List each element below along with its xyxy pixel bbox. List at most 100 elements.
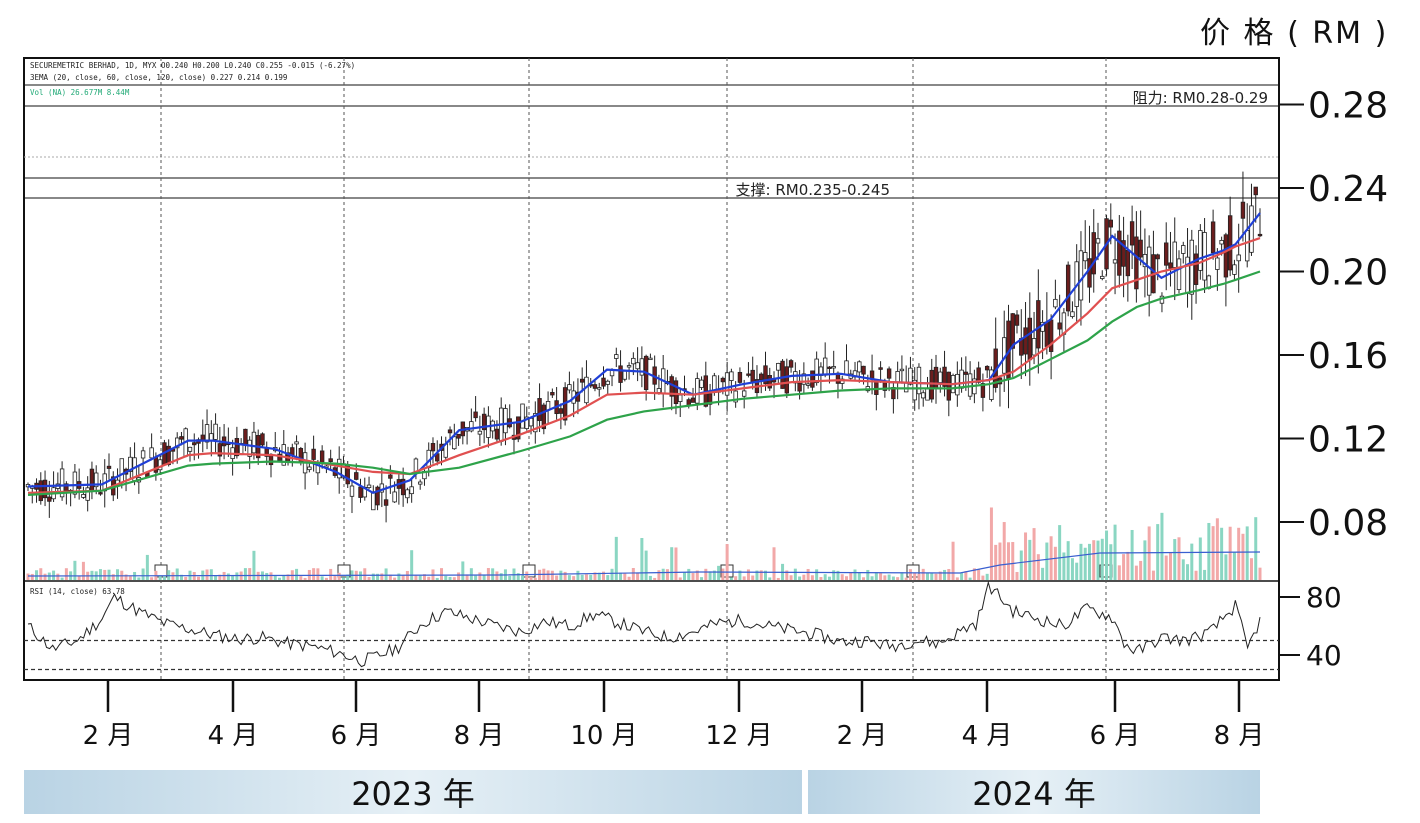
candle-body bbox=[175, 437, 180, 449]
volume-bar bbox=[162, 576, 166, 580]
candle-body bbox=[584, 376, 589, 404]
volume-bar bbox=[704, 568, 708, 580]
volume-bar bbox=[951, 541, 955, 580]
info-line-1: SECUREMETRIC BERHAD, 1D, MYX O0.240 H0.2… bbox=[30, 61, 355, 70]
volume-bar bbox=[772, 547, 776, 580]
volume-average-line bbox=[27, 551, 1261, 577]
candle-body bbox=[810, 370, 815, 388]
volume-bar bbox=[1122, 554, 1126, 580]
volume-bar bbox=[486, 568, 490, 580]
rsi-panel bbox=[27, 580, 1261, 668]
volume-bar bbox=[56, 573, 60, 580]
volume-bar bbox=[849, 572, 853, 580]
volume-bar bbox=[1096, 540, 1100, 580]
candle-body bbox=[1010, 313, 1015, 349]
price-tick-label: 0.16 bbox=[1308, 336, 1388, 377]
volume-bar bbox=[333, 575, 337, 580]
volume-bar bbox=[179, 574, 183, 580]
volume-bar bbox=[836, 570, 840, 580]
year-band-2024: 2024 年 bbox=[808, 770, 1260, 814]
volume-bar bbox=[303, 577, 307, 580]
candle-body bbox=[597, 387, 602, 390]
volume-bar bbox=[964, 571, 968, 580]
volume-bar bbox=[810, 575, 814, 580]
candle-body bbox=[166, 445, 171, 466]
volume-bar bbox=[972, 568, 976, 580]
volume-bar bbox=[1066, 541, 1070, 580]
event-marker bbox=[337, 564, 351, 578]
volume-bar bbox=[448, 576, 452, 580]
candle-body bbox=[1100, 275, 1105, 279]
rsi-axis: 80 40 bbox=[24, 581, 1342, 672]
candle-body bbox=[767, 375, 772, 389]
candle-body bbox=[1198, 230, 1203, 271]
candle-body bbox=[878, 367, 883, 370]
volume-bar bbox=[312, 568, 316, 580]
volume-bar bbox=[550, 570, 554, 580]
candle-body bbox=[1121, 240, 1126, 267]
candle-body bbox=[1078, 250, 1084, 301]
volume-bar bbox=[1211, 526, 1215, 580]
volume-bar bbox=[363, 568, 367, 580]
candle-body bbox=[371, 492, 376, 511]
volume-bar bbox=[376, 573, 380, 580]
candle-body bbox=[89, 468, 95, 492]
volume-bar bbox=[98, 569, 102, 580]
volume-bar bbox=[231, 575, 235, 580]
candle-body bbox=[42, 479, 48, 499]
price-tick-label: 0.28 bbox=[1308, 86, 1388, 127]
volume-bar bbox=[273, 575, 277, 580]
volume-bar bbox=[943, 569, 947, 580]
volume-bar bbox=[1245, 526, 1249, 580]
candle-body bbox=[336, 458, 342, 479]
volume-bar bbox=[580, 574, 584, 580]
volume-bar bbox=[1002, 522, 1006, 580]
candle-body bbox=[648, 357, 653, 361]
volume-bar bbox=[934, 573, 938, 580]
candle-body bbox=[328, 458, 333, 462]
candle-body bbox=[119, 458, 124, 483]
event-marker bbox=[906, 564, 920, 578]
volume-bar bbox=[759, 570, 763, 580]
volume-bar bbox=[1109, 544, 1113, 580]
candle-body bbox=[417, 481, 423, 485]
candle-body bbox=[673, 380, 679, 405]
volume-bar bbox=[341, 577, 345, 580]
candle-body bbox=[140, 450, 146, 459]
candle-body bbox=[592, 384, 598, 389]
volume-bar bbox=[60, 577, 64, 580]
candle-body bbox=[912, 379, 917, 401]
candle-body bbox=[85, 487, 90, 501]
volume-bar bbox=[661, 568, 665, 580]
volume-bar bbox=[1215, 518, 1219, 580]
price-tick-label: 0.08 bbox=[1308, 503, 1388, 544]
volume-bar bbox=[712, 570, 716, 580]
candle-body bbox=[1142, 254, 1148, 268]
candle-body bbox=[729, 371, 734, 381]
volume-bar bbox=[440, 568, 444, 580]
volume-bar bbox=[640, 538, 644, 580]
candle-body bbox=[430, 443, 436, 452]
volume-bar bbox=[691, 573, 695, 580]
candle-body bbox=[797, 382, 802, 392]
volume-bar bbox=[1249, 558, 1253, 580]
candle-body bbox=[942, 366, 947, 387]
year-band-2023: 2023 年 bbox=[24, 770, 802, 814]
candle-body bbox=[307, 466, 312, 471]
volume-bar bbox=[525, 571, 529, 580]
volume-bar bbox=[158, 575, 162, 580]
candle-body bbox=[541, 404, 547, 430]
volume-bar bbox=[1164, 555, 1168, 580]
volume-bar bbox=[1126, 551, 1130, 580]
candle-body bbox=[929, 369, 934, 400]
candle-body bbox=[967, 373, 973, 397]
candle-body bbox=[690, 397, 696, 403]
volume-bar bbox=[435, 577, 439, 580]
candle-body bbox=[528, 417, 534, 427]
volume-bar bbox=[776, 577, 780, 580]
candle-body bbox=[379, 483, 385, 493]
candle-body bbox=[1083, 252, 1088, 262]
volume-bar bbox=[1105, 530, 1109, 580]
candle-body bbox=[946, 371, 952, 401]
volume-bar bbox=[175, 568, 179, 580]
